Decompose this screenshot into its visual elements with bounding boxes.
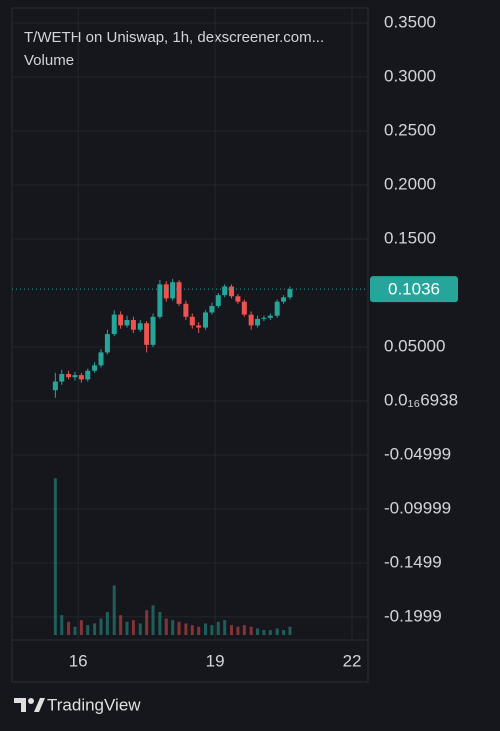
last-price-label: 0.1036: [388, 280, 440, 299]
volume-bar: [79, 620, 83, 635]
brand-name: TradingView: [47, 695, 141, 714]
volume-bar: [223, 620, 227, 635]
volume-label: Volume: [24, 52, 74, 69]
candle-body: [196, 325, 202, 328]
candle-body: [72, 375, 78, 378]
candle-body: [189, 316, 195, 326]
volume-bar: [86, 625, 90, 635]
volume-bar: [282, 630, 286, 635]
candle-body: [124, 320, 130, 326]
candle-body: [170, 282, 176, 299]
volume-bar: [249, 626, 253, 635]
volume-bar: [197, 626, 201, 635]
y-tick-label: -0.1499: [384, 552, 442, 571]
volume-bar: [190, 625, 194, 635]
volume-bar: [177, 621, 181, 635]
candle-body: [287, 289, 293, 298]
x-tick-label: 22: [343, 651, 362, 670]
candle-body: [241, 301, 247, 315]
candle-body: [150, 316, 156, 345]
volume-bar: [93, 623, 97, 635]
candle-body: [85, 370, 91, 380]
x-tick-label: 16: [69, 651, 88, 670]
brand-logo: [14, 698, 45, 712]
volume-bar: [164, 618, 168, 635]
candle-body: [52, 381, 58, 391]
candle-body: [281, 297, 287, 302]
volume-bar: [210, 625, 214, 635]
candle-body: [92, 365, 98, 371]
candle-body: [274, 301, 280, 316]
volume-bar: [275, 628, 279, 635]
volume-bar: [105, 611, 109, 635]
x-tick-label: 19: [206, 651, 225, 670]
candle-body: [235, 296, 241, 302]
candle-body: [183, 303, 189, 317]
volume-bar: [119, 615, 123, 635]
y-tick-label: 0.3500: [384, 12, 436, 31]
volume-bar: [216, 621, 220, 635]
candle-body: [66, 374, 72, 378]
candle-body: [248, 314, 254, 326]
candle-body: [137, 323, 143, 330]
volume-bar: [151, 605, 155, 635]
candle-body: [111, 314, 117, 335]
candle-body: [209, 305, 215, 313]
volume-bar: [268, 630, 272, 635]
volume-bar: [204, 623, 208, 635]
last-price-box: [370, 276, 458, 303]
volume-bar: [158, 611, 162, 635]
volume-bar: [125, 621, 129, 635]
y-tick-label: -0.09999: [384, 498, 451, 517]
y-tick-label: 0.1500: [384, 228, 436, 247]
y-tick-label: -0.04999: [384, 444, 451, 463]
candle-body: [176, 282, 182, 304]
candle-body: [215, 295, 221, 306]
volume-bar: [99, 618, 103, 635]
volume-bar: [145, 610, 149, 635]
volume-bar: [73, 626, 77, 635]
candle-body: [261, 317, 267, 319]
y-tick-label: 0.2000: [384, 174, 436, 193]
volume-bar: [242, 625, 246, 635]
volume-bar: [236, 626, 240, 635]
y-tick-label: -0.1999: [384, 606, 442, 625]
candle-body: [203, 312, 209, 328]
volume-bar: [131, 620, 135, 635]
y-tick-label: 0.05000: [384, 336, 445, 355]
chart-title: T/WETH on Uniswap, 1h, dexscreener.com..…: [24, 29, 324, 46]
candle-body: [163, 284, 169, 299]
volume-bar: [171, 620, 175, 635]
candle-body: [78, 375, 84, 380]
volume-bar: [53, 478, 57, 635]
candle-body: [222, 286, 228, 296]
volume-bar: [184, 623, 188, 635]
y-tick-label: 0.2500: [384, 120, 436, 139]
volume-bar: [288, 626, 292, 635]
candle-body: [157, 284, 163, 317]
candle-body: [98, 352, 104, 366]
volume-bar: [67, 621, 71, 635]
volume-bar: [112, 585, 116, 635]
candle-body: [59, 374, 65, 382]
candle-body: [118, 314, 124, 326]
candle-body: [255, 318, 261, 326]
candle-body: [130, 320, 136, 330]
volume-bar: [262, 630, 266, 635]
volume-bar: [256, 628, 260, 635]
candle-body: [229, 286, 235, 297]
candle-body: [144, 323, 150, 345]
y-tick-label: 0.3000: [384, 66, 436, 85]
plot-frame: [11, 7, 369, 683]
candle-body: [267, 315, 273, 318]
volume-bar: [230, 625, 234, 635]
volume-bar: [60, 615, 64, 635]
y-tick-label: 0.0₁₆6938: [384, 390, 458, 409]
volume-bar: [138, 623, 142, 635]
candle-body: [104, 334, 110, 353]
